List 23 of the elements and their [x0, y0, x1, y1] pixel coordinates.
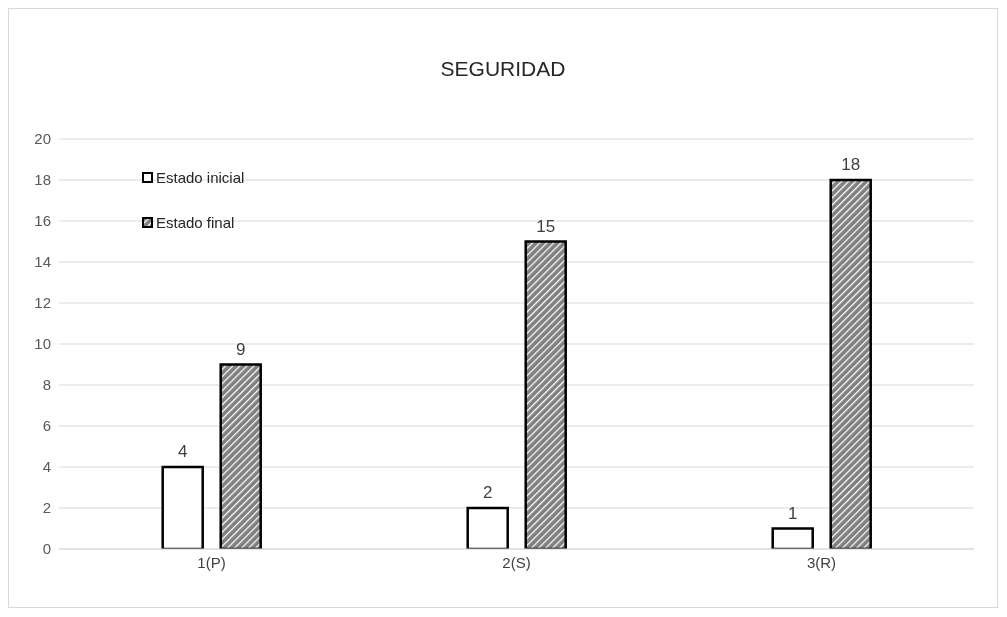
- y-tick-label: 6: [42, 417, 51, 435]
- y-tick-label: 4: [42, 458, 51, 476]
- data-label: 9: [235, 339, 246, 359]
- legend-label: Estado inicial: [156, 169, 245, 186]
- y-tick-label: 8: [42, 376, 51, 394]
- y-tick-label: 16: [34, 212, 51, 230]
- x-tick-label: 1(P): [197, 553, 226, 571]
- y-tick-label: 12: [34, 294, 51, 312]
- data-label: 4: [177, 442, 188, 461]
- y-tick-label: 14: [34, 253, 51, 271]
- data-label: 2: [482, 483, 493, 502]
- y-tick-label: 10: [34, 335, 51, 353]
- y-tick-label: 2: [42, 499, 51, 517]
- y-tick-label: 0: [42, 540, 51, 558]
- y-tick-label: 20: [34, 130, 51, 148]
- legend-label: Estado final: [156, 214, 235, 231]
- data-label: 15: [536, 216, 556, 236]
- data-label: 18: [841, 155, 861, 174]
- x-tick-label: 3(R): [806, 553, 837, 571]
- y-tick-label: 18: [34, 171, 51, 189]
- data-label: 1: [787, 503, 798, 523]
- chart-title: SEGURIDAD: [439, 57, 567, 81]
- x-tick-label: 2(S): [502, 553, 531, 571]
